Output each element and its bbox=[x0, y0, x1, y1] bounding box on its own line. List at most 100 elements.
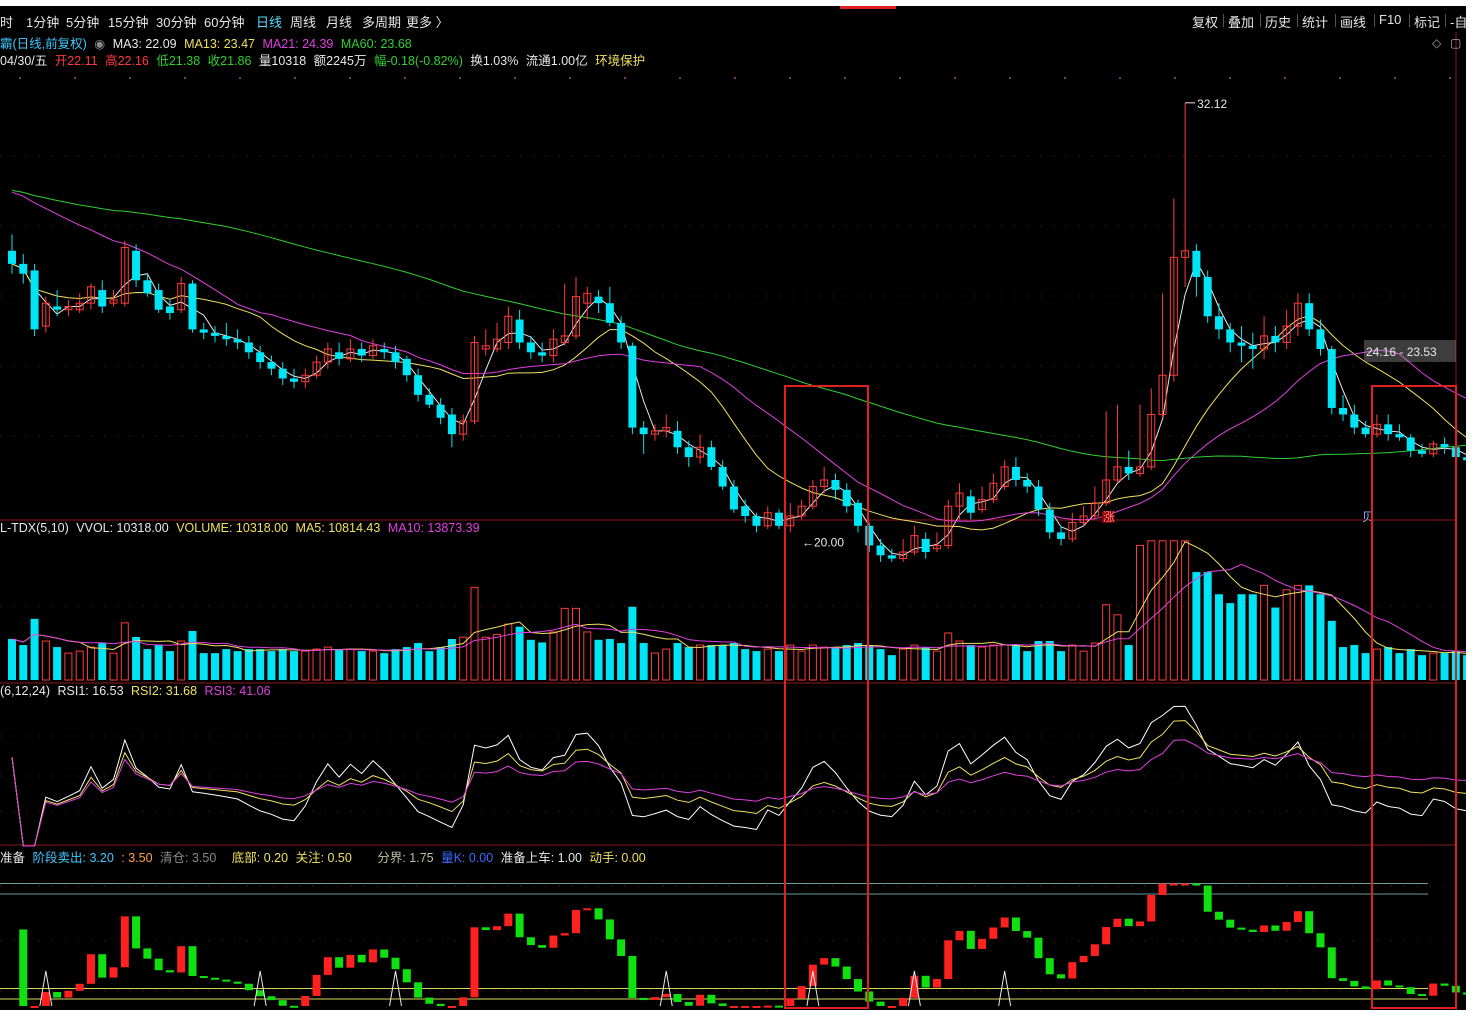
volume-bar bbox=[583, 631, 592, 681]
period-tab-1[interactable]: 1分钟 bbox=[26, 15, 60, 30]
candle-body bbox=[583, 292, 592, 304]
ready-label: 准备上车: 1.00 bbox=[500, 851, 582, 865]
candle-body bbox=[75, 302, 84, 311]
volume-bar bbox=[1339, 647, 1348, 680]
signal-bar bbox=[696, 994, 705, 1006]
candle-body bbox=[741, 506, 750, 516]
volume-bar bbox=[64, 652, 73, 681]
candle-body bbox=[628, 345, 637, 428]
candle-body bbox=[1203, 276, 1212, 317]
tool-button-0[interactable]: 复权 bbox=[1192, 15, 1219, 30]
period-tab-7[interactable]: 周线 bbox=[290, 15, 317, 30]
volume-bar bbox=[120, 622, 129, 681]
volume-bar bbox=[786, 644, 795, 681]
volume-indicator-name: L-TDX(5,10) bbox=[0, 521, 69, 535]
signal-bar bbox=[741, 1006, 750, 1008]
volk-label: 量K: 0.00 bbox=[441, 851, 494, 865]
signal-bar bbox=[188, 946, 197, 977]
diamond-icon[interactable]: ◇ bbox=[1432, 36, 1442, 50]
candle-body bbox=[19, 263, 28, 274]
signal-bar bbox=[515, 913, 524, 938]
volume-bar bbox=[854, 643, 862, 680]
tool-button-2[interactable]: 历史 bbox=[1265, 15, 1292, 30]
ma60-line bbox=[11, 189, 1466, 462]
volume-bar bbox=[1203, 572, 1212, 680]
signal-bar bbox=[560, 933, 569, 936]
tool-button-4[interactable]: 画线 bbox=[1340, 15, 1367, 30]
tool-button-7[interactable]: -自 bbox=[1450, 15, 1466, 30]
period-tab-8[interactable]: 月线 bbox=[326, 15, 353, 30]
candle-body bbox=[402, 358, 411, 376]
candle-body bbox=[887, 555, 896, 559]
signal-bar bbox=[526, 937, 535, 946]
signal-bar bbox=[538, 945, 547, 948]
event-dot bbox=[129, 77, 131, 79]
volume-bar bbox=[357, 651, 366, 680]
tool-button-5[interactable]: F10 bbox=[1379, 12, 1402, 27]
ma13-label: MA13: 23.47 bbox=[184, 37, 256, 51]
candle-body bbox=[1158, 374, 1167, 416]
candle-body bbox=[526, 342, 535, 353]
signal-bar bbox=[368, 949, 377, 963]
signal-spike bbox=[39, 970, 53, 1007]
candle-body bbox=[233, 339, 242, 343]
period-tab-6[interactable]: 日线 bbox=[256, 15, 283, 30]
period-tab-3[interactable]: 15分钟 bbox=[108, 15, 149, 30]
change-label: 幅-0.18(-0.82%) bbox=[373, 54, 463, 68]
volume-bar bbox=[1384, 647, 1393, 680]
volume-bar bbox=[1372, 648, 1381, 681]
candle-body bbox=[944, 505, 953, 546]
settings-icon[interactable]: ◉ bbox=[94, 37, 106, 51]
signal-bar bbox=[1260, 925, 1269, 932]
signal-bar bbox=[1248, 929, 1257, 932]
volume-bar bbox=[143, 649, 152, 680]
candle-body bbox=[763, 512, 772, 527]
period-tab-2[interactable]: 5分钟 bbox=[66, 15, 100, 30]
expand-icon[interactable]: ▢ bbox=[1450, 36, 1462, 50]
signal-bar bbox=[1282, 921, 1291, 931]
signal-bar bbox=[244, 983, 253, 991]
signal-bar bbox=[854, 979, 862, 992]
volume-bar bbox=[752, 651, 761, 680]
signal-bar bbox=[910, 975, 919, 998]
signal-bar bbox=[357, 954, 366, 963]
period-tab-9[interactable]: 多周期 bbox=[362, 15, 402, 30]
candle-body bbox=[1113, 466, 1122, 481]
period-tab-4[interactable]: 30分钟 bbox=[156, 15, 197, 30]
candle-body bbox=[966, 496, 975, 513]
volume-bar bbox=[1034, 641, 1043, 680]
volume-bar bbox=[1113, 614, 1122, 681]
volume-bar bbox=[1418, 655, 1426, 680]
zhang-badge: 涨 bbox=[1103, 509, 1115, 524]
candle-body bbox=[132, 250, 141, 281]
volume-bar bbox=[1463, 655, 1466, 680]
toolbar-divider bbox=[1260, 14, 1261, 27]
candle-body bbox=[211, 332, 220, 336]
period-tab-0[interactable]: 时 bbox=[0, 15, 14, 30]
tool-button-3[interactable]: 统计 bbox=[1302, 15, 1329, 30]
candle-body bbox=[1045, 509, 1054, 533]
candle-body bbox=[932, 544, 941, 550]
volume-bar bbox=[1440, 653, 1449, 680]
candle-body bbox=[989, 482, 998, 501]
volume-bar bbox=[53, 647, 62, 680]
signal-bar bbox=[989, 927, 998, 939]
volume-bar bbox=[797, 650, 806, 681]
volume-bar bbox=[775, 651, 784, 680]
period-tab-10[interactable]: 更多 〉 bbox=[406, 15, 449, 30]
tool-button-1[interactable]: 叠加 bbox=[1228, 15, 1255, 30]
candle-body bbox=[1011, 466, 1020, 480]
signal-bar bbox=[312, 974, 321, 996]
signal-bar bbox=[1068, 962, 1077, 979]
signal-bar bbox=[391, 957, 400, 970]
period-tab-5[interactable]: 60分钟 bbox=[204, 15, 245, 30]
candle-body bbox=[1023, 479, 1032, 487]
tool-button-6[interactable]: 标记 bbox=[1414, 15, 1441, 30]
volume-bar bbox=[944, 632, 953, 681]
signal-bar bbox=[752, 1006, 761, 1008]
volume-bar bbox=[729, 643, 738, 680]
candle-body bbox=[188, 283, 197, 330]
signal-bar bbox=[775, 1005, 784, 1008]
candle-body bbox=[1327, 349, 1336, 408]
candle-body bbox=[1305, 303, 1314, 330]
